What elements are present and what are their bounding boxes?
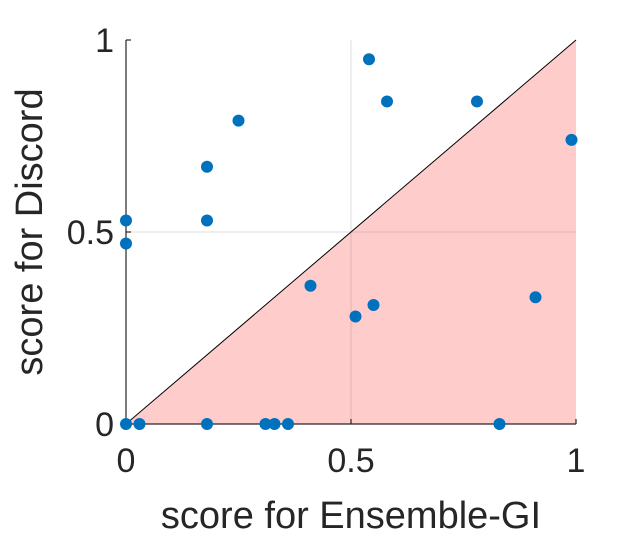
data-point-5: [201, 214, 213, 227]
data-point-9: [268, 418, 281, 430]
data-point-18: [529, 291, 542, 304]
data-point-13: [363, 53, 375, 66]
data-point-12: [349, 310, 362, 323]
data-point-19: [565, 133, 578, 146]
data-point-4: [201, 160, 213, 173]
data-point-11: [304, 279, 317, 292]
data-point-3: [133, 418, 146, 430]
y-tick-label-0: 0: [95, 406, 114, 444]
data-point-1: [120, 237, 132, 250]
x-axis-label: score for Ensemble-GI: [161, 495, 541, 537]
data-point-10: [282, 418, 294, 430]
data-points: [120, 53, 578, 430]
data-point-14: [367, 298, 380, 311]
data-point-17: [493, 418, 506, 430]
y-tick-label-1: 0.5: [67, 214, 114, 252]
x-tick-label-1: 0.5: [327, 442, 374, 480]
y-axis-label: score for Discord: [9, 88, 51, 375]
data-point-8: [259, 418, 272, 430]
x-tick-label-2: 1: [567, 442, 586, 480]
data-point-15: [381, 95, 393, 108]
y-tick-label-2: 1: [95, 22, 114, 60]
data-point-2: [120, 418, 132, 430]
data-point-0: [120, 214, 132, 227]
diagonal-reference-line: [125, 39, 577, 425]
data-point-16: [471, 95, 483, 108]
tick-labels: 0 0.5 1 0 0.5 1: [67, 22, 586, 480]
x-tick-label-0: 0: [117, 442, 136, 480]
data-point-6: [201, 418, 213, 430]
data-point-7: [232, 114, 245, 127]
